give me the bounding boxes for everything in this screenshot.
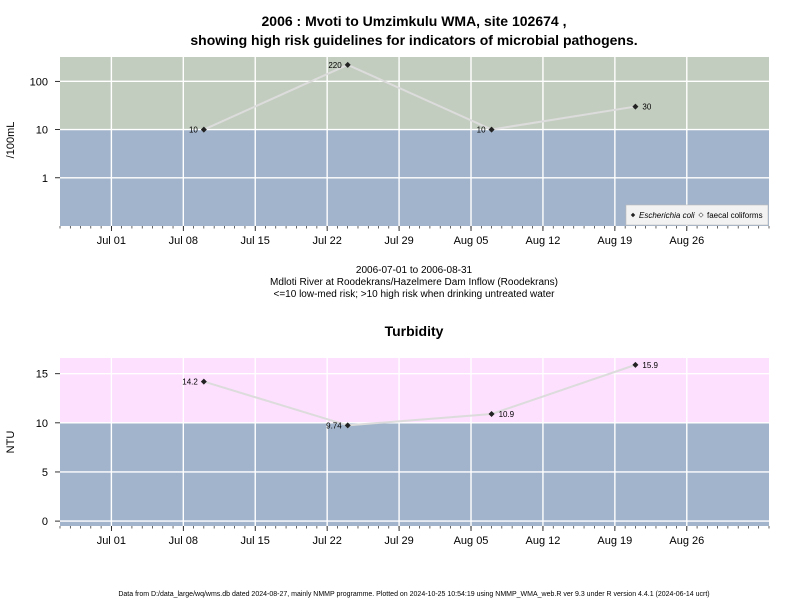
x-tick-label: Aug 05 xyxy=(454,235,489,247)
data-label: 10 xyxy=(189,126,198,135)
ecoli-chart: Jul 01 Jul 08 Jul 15 Jul 22 Jul 29 Aug 05 Aug … xyxy=(30,57,770,247)
data-point xyxy=(488,411,495,417)
x-tick-label: Jul 08 xyxy=(169,235,198,247)
bottom-y-axis-label: NTU xyxy=(5,431,17,454)
series-line xyxy=(203,63,636,131)
x-tick-label: Jul 22 xyxy=(312,535,341,547)
top-y-axis-label: /100mL xyxy=(5,122,17,159)
date-range-caption: 2006-07-01 to 2006-08-31 xyxy=(356,265,473,276)
y-tick-label: 15 xyxy=(36,369,48,381)
legend-marker-faecal xyxy=(698,212,704,218)
legend-box xyxy=(625,204,769,226)
data-label: 30 xyxy=(642,103,651,112)
legend-marker-ecoli xyxy=(630,212,636,218)
bottom-title: Turbidity xyxy=(385,323,444,339)
x-tick-label: Jul 01 xyxy=(97,535,126,547)
top-title-line1: 2006 : Mvoti to Umzimkulu WMA, site 1026… xyxy=(262,13,567,29)
data-label: 220 xyxy=(328,61,342,70)
y-tick-label: 1 xyxy=(42,173,48,185)
legend: Escherichia coli faecal coliforms xyxy=(625,204,769,226)
data-label: 15.9 xyxy=(642,361,658,370)
high-risk-band xyxy=(60,358,769,423)
series-line xyxy=(203,363,636,427)
y-tick-label: 0 xyxy=(42,516,48,528)
x-tick-label: Aug 26 xyxy=(669,535,704,547)
x-tick-label: Aug 26 xyxy=(669,235,704,247)
legend-label-faecal: faecal coliforms xyxy=(707,211,763,220)
x-tick-label: Jul 22 xyxy=(312,235,341,247)
top-title-line2: showing high risk guidelines for indicat… xyxy=(190,32,637,48)
footer-note: Data from D:/data_large/wq/wms.db dated … xyxy=(118,591,709,598)
x-tick-label: Jul 15 xyxy=(241,535,270,547)
y-tick-label: 10 xyxy=(36,418,48,430)
x-tick-label: Jul 29 xyxy=(384,535,413,547)
data-label: 14.2 xyxy=(182,378,198,387)
x-tick-label: Aug 12 xyxy=(526,235,561,247)
turbidity-chart: Jul 01 Jul 08 Jul 15 Jul 22 Jul 29 Aug 05 Aug … xyxy=(36,358,770,547)
data-label: 10.9 xyxy=(499,410,515,419)
data-point xyxy=(344,422,351,429)
low-risk-band xyxy=(60,422,769,526)
x-tick-label: Aug 05 xyxy=(454,535,489,547)
x-tick-label: Aug 19 xyxy=(597,235,632,247)
data-point xyxy=(200,126,207,133)
high-risk-band xyxy=(60,57,769,130)
x-tick-label: Jul 15 xyxy=(241,235,270,247)
x-tick-label: Jul 01 xyxy=(97,235,126,247)
y-tick-label: 10 xyxy=(36,125,48,137)
x-tick-label: Jul 29 xyxy=(384,235,413,247)
data-point xyxy=(200,378,207,385)
data-point xyxy=(344,61,351,68)
site-caption: Mdloti River at Roodekrans/Hazelmere Dam… xyxy=(270,277,558,288)
x-tick-label: Aug 19 xyxy=(597,535,632,547)
x-tick-label: Aug 12 xyxy=(526,535,561,547)
risk-caption: <=10 low-med risk; >10 high risk when dr… xyxy=(274,289,556,300)
y-tick-label: 5 xyxy=(42,467,48,479)
data-point xyxy=(632,103,639,110)
data-label: 10 xyxy=(477,126,486,135)
x-tick-label: Jul 08 xyxy=(169,535,198,547)
y-tick-label: 100 xyxy=(30,76,48,88)
data-label: 9.74 xyxy=(326,421,342,430)
data-point xyxy=(632,361,639,368)
legend-label-ecoli: Escherichia coli xyxy=(639,211,695,220)
data-point xyxy=(488,126,495,133)
